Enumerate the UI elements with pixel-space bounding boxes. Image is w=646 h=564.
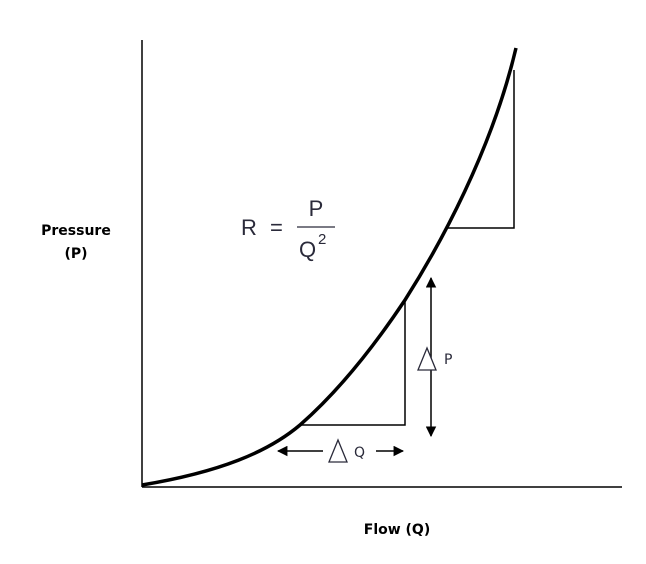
delta-p-label: P xyxy=(444,352,452,368)
formula-equals: = xyxy=(270,215,283,240)
curve xyxy=(141,47,518,487)
y-axis-label: (P) xyxy=(64,246,87,262)
delta-q-label: Q xyxy=(354,445,365,461)
upper-triangle xyxy=(447,70,515,229)
lower-triangle xyxy=(300,300,406,426)
formula-lhs: R xyxy=(241,215,257,240)
delta-p-symbol xyxy=(417,346,437,371)
y-axis-label: Pressure xyxy=(41,223,111,239)
x-axis-label: Flow (Q) xyxy=(364,522,431,538)
delta-q-symbol xyxy=(328,438,348,463)
formula-exponent: 2 xyxy=(318,231,326,248)
formula-denominator: Q xyxy=(299,237,316,262)
formula-numerator: P xyxy=(309,196,324,221)
